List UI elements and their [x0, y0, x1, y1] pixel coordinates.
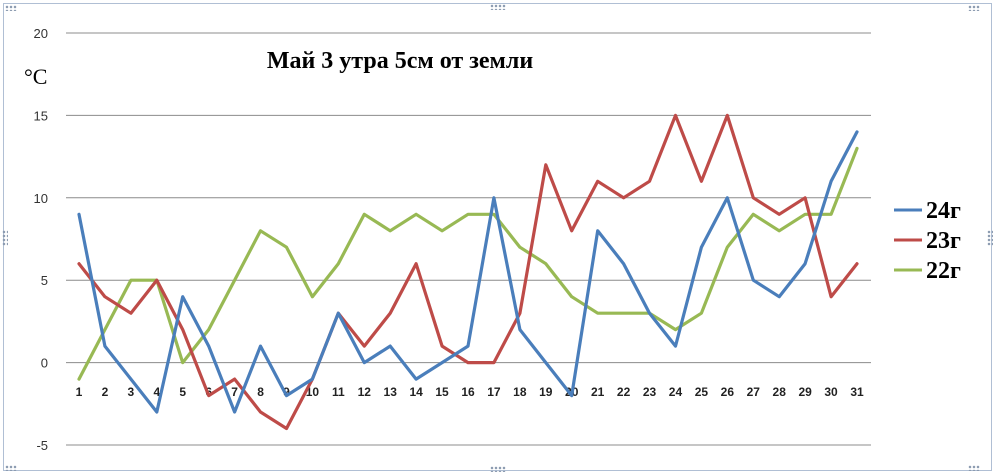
x-tick-label: 4 [153, 385, 160, 399]
y-tick-label: 0 [41, 356, 48, 371]
x-tick-label: 2 [102, 385, 109, 399]
x-tick-label: 22 [617, 385, 631, 399]
x-tick-label: 15 [435, 385, 449, 399]
legend-label-2: 22г [926, 258, 961, 284]
x-tick-label: 24 [669, 385, 683, 399]
right-resize-handle[interactable] [987, 230, 993, 246]
top-resize-handle[interactable] [490, 4, 506, 10]
x-tick-label: 19 [539, 385, 553, 399]
bottom-left-corner-handle[interactable] [5, 465, 17, 471]
bottom-right-corner-handle[interactable] [968, 465, 980, 471]
left-resize-handle[interactable] [2, 230, 8, 246]
x-tick-label: 27 [747, 385, 761, 399]
chart-title: Май 3 утра 5см от земли [267, 48, 533, 74]
y-axis-unit: °C [24, 64, 47, 89]
y-tick-label: -5 [36, 438, 48, 453]
legend-label-0: 24г [926, 198, 961, 224]
x-tick-label: 7 [231, 385, 238, 399]
legend: 24г 23г 22г [894, 198, 961, 284]
x-tick-label: 1 [76, 385, 83, 399]
chart-frame [3, 3, 992, 471]
x-tick-label: 9 [283, 385, 290, 399]
x-axis-ticks: 1 2 3 4 5 6 7 8 9 10 11 12 13 14 15 16 17 18 19 20 21 22 23 24 2… [76, 385, 864, 399]
top-left-corner-handle[interactable] [5, 5, 17, 11]
x-tick-label: 23 [643, 385, 657, 399]
x-tick-label: 12 [358, 385, 372, 399]
x-tick-label: 25 [695, 385, 709, 399]
legend-label-1: 23г [926, 228, 961, 254]
series-line-1 [77, 113, 859, 431]
x-tick-label: 8 [257, 385, 264, 399]
y-tick-label: 20 [34, 26, 48, 41]
y-tick-label: 10 [34, 191, 48, 206]
x-tick-label: 26 [721, 385, 735, 399]
bottom-resize-handle[interactable] [490, 466, 506, 472]
x-tick-label: 13 [384, 385, 398, 399]
y-axis-ticks: -5 0 5 10 15 20 [34, 26, 48, 453]
top-right-corner-handle[interactable] [968, 5, 980, 11]
x-tick-label: 11 [332, 385, 345, 399]
x-tick-label: 18 [513, 385, 527, 399]
gridlines [66, 32, 871, 446]
y-tick-label: 15 [34, 108, 48, 123]
x-tick-label: 3 [128, 385, 135, 399]
x-tick-label: 28 [773, 385, 787, 399]
x-tick-label: 30 [824, 385, 838, 399]
y-tick-label: 5 [41, 273, 48, 288]
x-tick-label: 14 [409, 385, 423, 399]
x-tick-label: 31 [850, 385, 864, 399]
series-line-0 [77, 130, 859, 414]
x-tick-label: 16 [461, 385, 475, 399]
x-tick-label: 17 [487, 385, 501, 399]
x-tick-label: 5 [179, 385, 186, 399]
x-tick-label: 29 [798, 385, 812, 399]
series-lines [77, 113, 859, 431]
x-tick-label: 21 [591, 385, 605, 399]
